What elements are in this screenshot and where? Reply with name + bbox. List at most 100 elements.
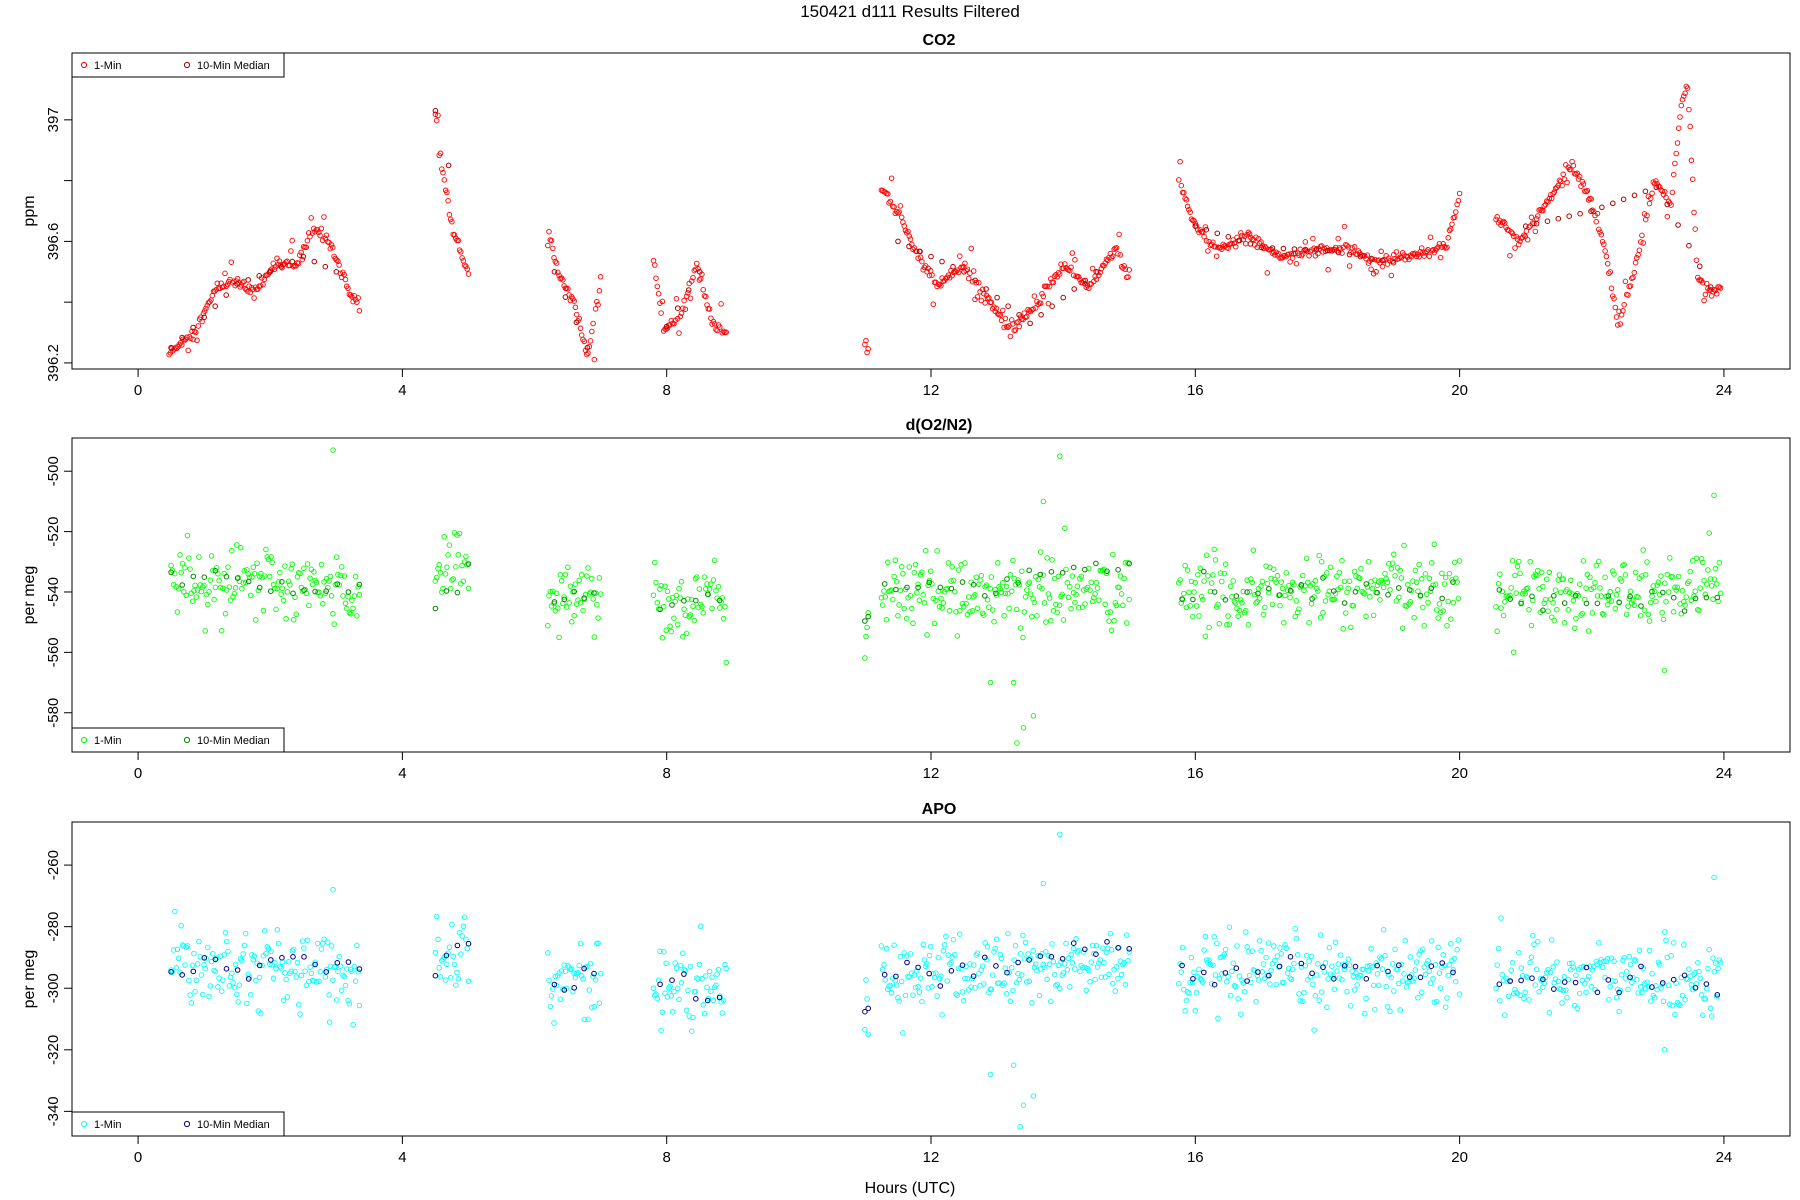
one-min-point — [1649, 190, 1655, 197]
one-min-point — [556, 634, 562, 641]
one-min-point — [1538, 569, 1545, 576]
legend-label-one-min: 1-Min — [94, 1119, 122, 1131]
one-min-point — [1126, 596, 1132, 603]
one-min-point — [1602, 248, 1608, 254]
one-min-point — [964, 266, 971, 272]
y-tick-label: -280 — [45, 912, 62, 942]
one-min-point — [1498, 605, 1504, 611]
one-min-point — [439, 958, 445, 964]
one-min-point — [968, 245, 974, 252]
one-min-point — [945, 560, 952, 566]
one-min-point — [236, 982, 243, 988]
one-min-point — [1260, 961, 1267, 967]
one-min-point — [671, 988, 677, 995]
one-min-point — [700, 286, 706, 293]
one-min-point — [1232, 600, 1239, 606]
one-min-point — [912, 984, 919, 991]
one-min-point — [1708, 583, 1715, 589]
median-point — [1649, 984, 1655, 990]
median-point — [1616, 599, 1622, 606]
one-min-point — [1612, 605, 1619, 612]
one-min-point — [251, 953, 258, 960]
one-min-point — [700, 610, 706, 616]
one-min-point — [1426, 253, 1433, 260]
one-min-point — [997, 586, 1004, 592]
one-min-point — [1426, 968, 1433, 974]
median-point — [1583, 964, 1590, 971]
one-min-point — [676, 585, 682, 592]
median-point — [345, 589, 352, 595]
one-min-point — [561, 962, 567, 968]
one-min-point — [1500, 218, 1507, 225]
median-point — [915, 584, 921, 591]
one-min-point — [699, 975, 705, 982]
one-min-point — [1405, 581, 1411, 588]
one-min-point — [1410, 578, 1416, 584]
one-min-point — [658, 583, 664, 589]
one-min-point — [204, 302, 210, 309]
one-min-point — [1423, 961, 1430, 967]
one-min-point — [264, 554, 270, 560]
one-min-point — [950, 936, 957, 943]
one-min-point — [1590, 584, 1597, 591]
one-min-point — [580, 607, 586, 614]
one-min-point — [577, 599, 584, 606]
one-min-point — [886, 983, 892, 990]
one-min-point — [463, 553, 469, 560]
one-min-point — [1351, 244, 1358, 250]
one-min-point — [1697, 585, 1704, 591]
one-min-point — [1014, 740, 1020, 746]
one-min-point — [349, 968, 355, 975]
median-point — [1309, 970, 1315, 977]
one-min-point — [1196, 966, 1202, 973]
one-min-point — [658, 310, 664, 316]
one-min-point — [654, 283, 661, 290]
one-min-point — [938, 595, 944, 602]
one-min-point — [1641, 607, 1648, 613]
panel-title: CO2 — [923, 32, 956, 49]
one-min-point — [1069, 573, 1076, 579]
one-min-point — [1191, 969, 1197, 976]
one-min-point — [1201, 947, 1207, 953]
one-min-point — [1096, 960, 1102, 966]
median-point — [1396, 962, 1402, 969]
one-min-point — [1249, 948, 1255, 954]
one-min-point — [465, 978, 472, 985]
one-min-point — [862, 1027, 868, 1033]
one-min-point — [1044, 555, 1050, 561]
one-min-point — [1429, 560, 1435, 566]
one-min-point — [662, 583, 668, 590]
one-min-point — [335, 968, 341, 975]
one-min-point — [720, 997, 727, 1003]
one-min-point — [1106, 618, 1112, 624]
one-min-point — [914, 968, 920, 974]
median-point — [1374, 962, 1380, 969]
one-min-point — [1255, 977, 1262, 983]
one-min-point — [1046, 283, 1053, 290]
one-min-point — [1313, 972, 1320, 978]
one-min-point — [893, 982, 900, 988]
median-point — [1280, 245, 1287, 252]
median-point — [581, 965, 587, 972]
one-min-point — [1512, 986, 1518, 993]
one-min-point — [226, 584, 233, 590]
one-min-point — [915, 255, 921, 261]
one-min-point — [1386, 255, 1392, 261]
one-min-point — [1427, 980, 1434, 986]
one-min-point — [1601, 241, 1607, 248]
one-min-point — [1203, 552, 1210, 558]
one-min-point — [1613, 314, 1620, 320]
legend: 1-Min 10-Min Median — [71, 52, 285, 78]
one-min-point — [992, 587, 998, 593]
median-point — [939, 258, 945, 265]
one-min-point — [1601, 958, 1607, 965]
one-min-point — [230, 979, 236, 986]
one-min-point — [1176, 177, 1182, 183]
one-min-point — [979, 963, 986, 969]
one-min-point — [455, 237, 462, 244]
one-min-point — [940, 948, 947, 954]
one-min-point — [1088, 579, 1095, 586]
one-min-point — [1427, 588, 1434, 594]
one-min-point — [575, 970, 581, 976]
median-point — [1038, 312, 1044, 318]
